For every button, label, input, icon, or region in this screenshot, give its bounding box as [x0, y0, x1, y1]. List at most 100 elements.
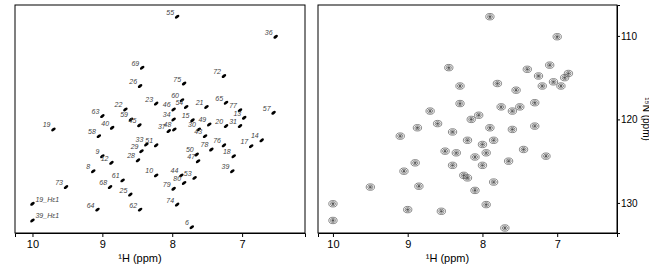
contour-level: [450, 130, 455, 134]
contour-level: [508, 108, 516, 114]
contour-level: [555, 35, 560, 39]
peak-label: 73: [55, 179, 63, 186]
peak-label: 46: [163, 101, 171, 108]
peak: [519, 146, 527, 152]
contour-level: [547, 63, 552, 67]
contour-level: [566, 71, 571, 75]
contour-level: [445, 64, 453, 70]
contour-level: [480, 142, 485, 146]
peak: [549, 79, 557, 85]
contour-level: [369, 186, 371, 188]
peak: [456, 83, 464, 89]
y-tick-label: 120: [621, 114, 638, 125]
contour-level: [472, 155, 477, 159]
contour-level: [489, 16, 491, 18]
peak: [531, 123, 539, 129]
contour-level: [551, 80, 556, 84]
y-tick: 130: [617, 198, 638, 209]
y-tick-mark: [617, 203, 620, 204]
peak-label: 20: [214, 118, 223, 125]
peak: [482, 201, 490, 207]
contour-level: [536, 74, 541, 78]
x-axis-title: ¹H (ppm): [426, 252, 469, 264]
peak: [109, 160, 115, 165]
contour-level: [460, 172, 468, 178]
peak: [366, 184, 374, 190]
contour-level: [560, 85, 562, 87]
peak-label: 34: [163, 111, 171, 118]
contour-level: [474, 156, 476, 158]
peak: [202, 133, 208, 138]
peak: [237, 123, 243, 128]
contour-level: [457, 102, 462, 106]
contour-level: [519, 106, 521, 108]
contour-level: [448, 67, 450, 69]
peak: [183, 104, 189, 109]
peak: [493, 80, 501, 86]
peak: [109, 125, 115, 130]
contour-level: [435, 122, 440, 126]
peak: [538, 83, 546, 89]
peak-label: 45: [129, 117, 137, 124]
peak: [63, 184, 69, 189]
contour-level: [507, 160, 509, 162]
peak: [478, 141, 486, 147]
peak: [153, 101, 159, 106]
contour-level: [534, 73, 542, 79]
contour-level: [537, 75, 539, 77]
peak: [181, 81, 187, 86]
contour-level: [482, 201, 490, 207]
peak-label: 12: [101, 155, 109, 162]
contour-level: [452, 150, 460, 156]
contour-level: [480, 163, 485, 167]
x-tick: 10: [327, 233, 339, 250]
contour-level: [330, 218, 335, 222]
contour-level: [466, 177, 468, 179]
contour-level: [413, 161, 418, 165]
contour-level: [474, 190, 476, 192]
contour-level: [490, 137, 498, 143]
peak: [166, 128, 172, 133]
peak-label: 28: [126, 152, 135, 159]
peak-label: 74: [166, 197, 174, 204]
contour-level: [567, 73, 569, 75]
peak-label: 49: [198, 116, 206, 123]
peak-label: 61: [112, 172, 120, 179]
contour-level: [502, 226, 507, 230]
contour-level: [487, 126, 492, 130]
peak: [463, 137, 471, 143]
contour-level: [466, 139, 468, 141]
contour-level: [545, 155, 547, 157]
peak: [508, 126, 516, 132]
peak: [471, 154, 479, 160]
contour-level: [506, 159, 511, 163]
contour-level: [475, 112, 483, 118]
peak: [396, 133, 404, 139]
x-tick-mark: [172, 233, 173, 237]
peak: [437, 208, 445, 214]
contour-level: [448, 162, 456, 168]
peak: [490, 179, 498, 185]
x-tick-mark: [333, 233, 334, 237]
contour-level: [497, 104, 505, 110]
peak: [404, 206, 412, 212]
contour-level: [454, 151, 459, 155]
contour-level: [490, 179, 498, 185]
contour-level: [511, 129, 513, 131]
contour-level: [396, 133, 404, 139]
peak-label: 22: [114, 101, 123, 108]
contour-level: [414, 162, 416, 164]
contour-level: [493, 80, 501, 86]
contour-level: [523, 66, 531, 72]
contour-level: [546, 62, 554, 68]
contour-level: [511, 110, 513, 112]
peak: [171, 186, 177, 191]
peak: [497, 104, 505, 110]
x-tick-mark: [557, 233, 558, 237]
peak-label: 8: [86, 163, 90, 170]
contour-level: [481, 144, 483, 146]
x-tick: 9: [100, 233, 106, 250]
y-axis: 110120130: [617, 6, 638, 234]
contour-level: [499, 105, 504, 109]
peak-label: 40: [101, 120, 109, 127]
